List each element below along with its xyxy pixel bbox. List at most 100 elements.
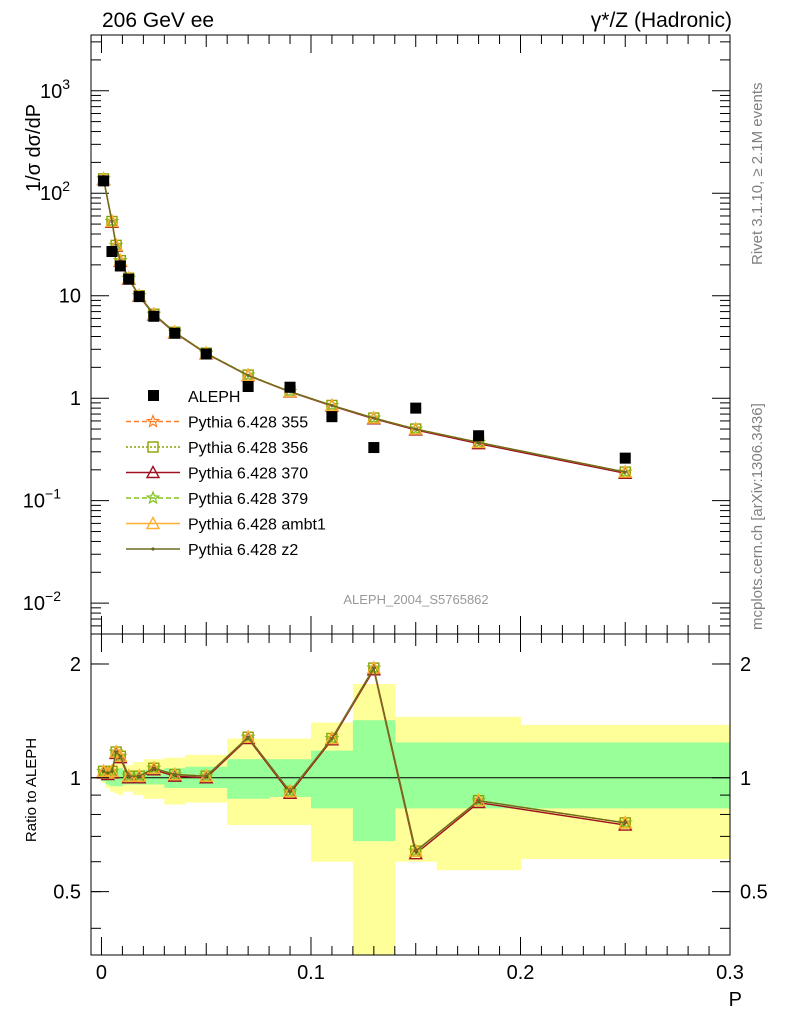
ratio-y-tick-label-left: 2 (70, 654, 81, 676)
main-series-5-marker (476, 440, 481, 445)
main-series-3-marker (408, 421, 423, 436)
main-series-0-line (102, 178, 626, 473)
main-y-tick-label: 10−2 (23, 588, 61, 615)
ratio-series-5-marker (623, 821, 627, 825)
ratio-series-5-marker (330, 736, 334, 741)
ratio-panel: 2 2 1 1 0.5 0.5 0 0.1 0.2 0.3 (53, 633, 768, 984)
main-frame (90, 34, 731, 635)
main-series-2-line (102, 179, 626, 474)
uncertainty-band-inner (394, 742, 438, 809)
data-point (619, 452, 631, 464)
ratio-y-axis-label: Ratio to ALEPH (23, 738, 40, 842)
ratio-series-5-marker (137, 774, 141, 778)
legend-label-0: Pythia 6.428 355 (188, 415, 308, 432)
main-series-4-marker (240, 367, 256, 382)
ratio-series-5-marker (127, 774, 131, 778)
ratio-series-4-marker (471, 793, 486, 807)
uncertainty-band-inner (118, 768, 123, 787)
ratio-series-3-marker (617, 815, 633, 830)
ratio-y-tick-label-right: 0.5 (740, 882, 768, 904)
ratio-y-tick-label-left: 0.5 (53, 882, 81, 904)
data-point (410, 402, 422, 414)
legend-marker-aleph (148, 390, 159, 401)
legend-marker-3 (145, 490, 161, 505)
main-series-5-marker (246, 373, 250, 377)
ratio-series-3-marker (324, 730, 340, 745)
ratio-series-4-marker (408, 843, 423, 857)
ratio-y-tick-label-right: 2 (740, 654, 751, 676)
data-point (326, 411, 338, 423)
ratio-series-5-marker (118, 754, 122, 758)
ratio-series-4-marker (324, 731, 340, 745)
ratio-series-5-marker (204, 774, 208, 778)
ratio-series-5-marker (288, 789, 292, 794)
ratio-series-5-marker (173, 772, 177, 777)
x-tick-label: 0.2 (507, 962, 535, 984)
legend-marker-0 (145, 413, 161, 428)
ratio-series-5-marker (106, 771, 110, 775)
legend-label-2: Pythia 6.428 370 (188, 466, 308, 483)
data-point (242, 381, 254, 393)
x-tick-label: 0 (96, 962, 107, 984)
main-series-5-marker (623, 470, 627, 474)
ratio-series-4-marker (96, 763, 111, 778)
uncertainty-band-inner (352, 720, 396, 842)
ratio-series-4-marker (104, 763, 120, 778)
main-series-4-line (102, 179, 626, 473)
ratio-frame (90, 633, 731, 956)
data-point (284, 381, 296, 393)
analysis-tag: ALEPH_2004_S5765862 (343, 592, 488, 607)
ratio-series-3-marker (282, 783, 298, 798)
main-y-tick-label: 10 (59, 286, 81, 308)
main-series-3-line (102, 178, 626, 473)
main-series-4-marker (104, 214, 120, 228)
legend-marker-2 (145, 465, 161, 479)
data-point (114, 260, 126, 272)
legend-marker-5 (151, 547, 155, 551)
legend-label-1: Pythia 6.428 356 (188, 440, 308, 457)
main-series-5-marker (414, 427, 418, 431)
data-point (98, 175, 110, 187)
header-right-title: γ*/Z (Hadronic) (591, 9, 732, 32)
main-y-tick-label: 102 (40, 178, 70, 205)
ratio-series-4-marker (113, 748, 128, 762)
ratio-y-tick-label-left: 1 (70, 768, 81, 790)
legend-label-aleph: ALEPH (188, 389, 240, 406)
ratio-series-5-marker (152, 766, 156, 770)
ratio-series-3-marker (471, 793, 486, 807)
rivet-version-label: Rivet 3.1.10, ≥ 2.1M events (749, 83, 766, 266)
ratio-series-3-marker (146, 760, 162, 775)
ratio-series-3-marker (198, 768, 214, 783)
ratio-series-5-marker (476, 799, 481, 803)
main-series-5-line (102, 179, 626, 473)
ratio-series-5-marker (246, 735, 250, 739)
main-series-5-marker (110, 219, 114, 224)
main-series-5-marker (330, 403, 334, 408)
ratio-series-5-marker (101, 769, 106, 773)
legend-marker-4 (145, 516, 161, 530)
main-series-1-line (102, 178, 626, 473)
ratio-series-4-marker (366, 660, 382, 674)
main-y-tick-exponent: 2 (62, 178, 70, 194)
ratio-y-tick-label-right: 1 (740, 768, 751, 790)
main-y-tick-exponent: −2 (45, 588, 61, 604)
uncertainty-band-inner (436, 742, 521, 809)
data-point (133, 291, 145, 303)
x-tick-label: 0.1 (297, 962, 325, 984)
main-y-tick-exponent: 3 (62, 76, 70, 92)
data-point (123, 273, 135, 285)
ratio-series-5-marker (414, 849, 418, 853)
ratio-series-4-marker (146, 760, 162, 774)
ratio-series-4-marker (240, 729, 256, 743)
uncertainty-band-inner (520, 742, 731, 809)
main-y-tick-exponent: −1 (45, 486, 61, 502)
main-y-tick-label: 103 (40, 76, 70, 103)
uncertainty-band-inner (227, 759, 270, 799)
x-axis-label: P (729, 989, 742, 1011)
data-point (148, 310, 160, 322)
uncertainty-band-inner (310, 750, 354, 809)
legend: ALEPH Pythia 6.428 355 Pythia 6.428 356 Pyt… (126, 389, 326, 559)
